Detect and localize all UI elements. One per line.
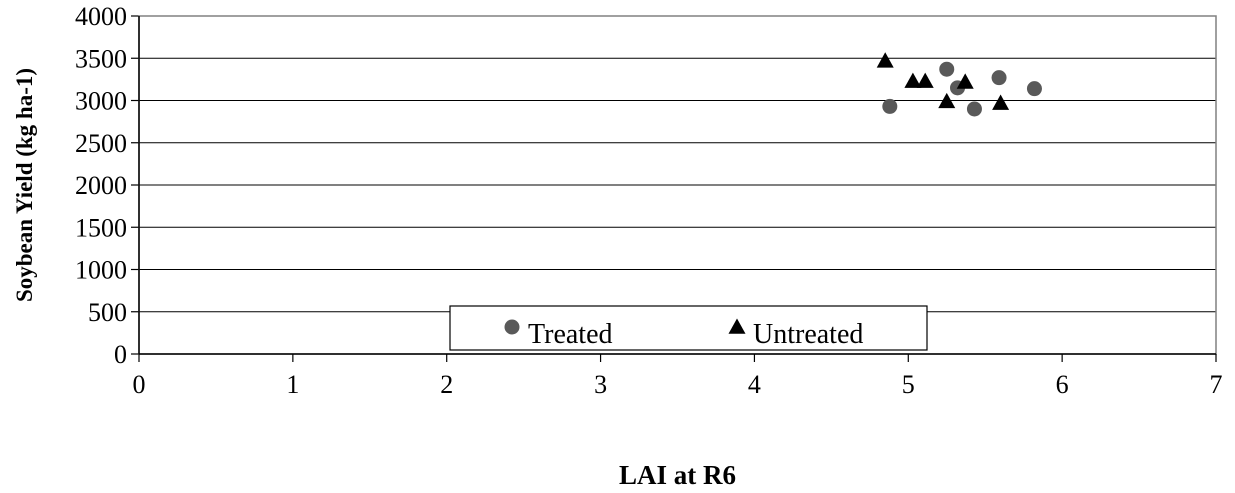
y-tick-label: 1000 [75, 256, 127, 285]
x-tick-label: 4 [748, 370, 761, 399]
treated-point [966, 101, 982, 117]
y-tick-labels: 0 500 1000 1500 2000 2500 3000 3500 4000 [75, 2, 127, 369]
y-tick-label: 0 [114, 340, 127, 369]
legend-untreated-marker [728, 318, 746, 334]
gridlines [139, 15, 1216, 313]
x-axis-title: LAI at R6 [619, 460, 736, 490]
axes [131, 15, 1217, 362]
x-tick-label: 6 [1056, 370, 1069, 399]
untreated-point [876, 52, 894, 68]
legend-treated-marker [504, 319, 520, 335]
y-tick-label: 3000 [75, 87, 127, 116]
y-tick-label: 500 [88, 298, 127, 327]
y-tick-label: 2500 [75, 129, 127, 158]
data-points [876, 52, 1042, 117]
treated-point [1026, 81, 1042, 97]
x-tick-labels: 0 1 2 3 4 5 6 7 [133, 370, 1223, 399]
untreated-point [992, 94, 1010, 110]
untreated-point [904, 72, 922, 88]
x-tick-label: 3 [594, 370, 607, 399]
y-axis-title: Soybean Yield (kg ha-1) [12, 68, 37, 302]
untreated-point [916, 72, 934, 88]
x-tick-label: 0 [133, 370, 146, 399]
untreated-point [956, 73, 974, 89]
legend: Treated Untreated [449, 305, 928, 351]
legend-treated-label: Treated [528, 319, 613, 350]
x-tick-label: 2 [440, 370, 453, 399]
treated-point [882, 98, 898, 114]
treated-point [991, 70, 1007, 86]
y-tick-label: 3500 [75, 44, 127, 73]
y-tick-label: 4000 [75, 2, 127, 31]
x-tick-label: 1 [286, 370, 299, 399]
legend-box [449, 305, 928, 351]
y-tick-label: 2000 [75, 171, 127, 200]
untreated-point [938, 92, 956, 109]
y-tick-label: 1500 [75, 213, 127, 242]
x-tick-label: 5 [902, 370, 915, 399]
treated-point [939, 61, 955, 77]
legend-untreated-label: Untreated [753, 319, 863, 350]
x-tick-label: 7 [1210, 370, 1223, 399]
